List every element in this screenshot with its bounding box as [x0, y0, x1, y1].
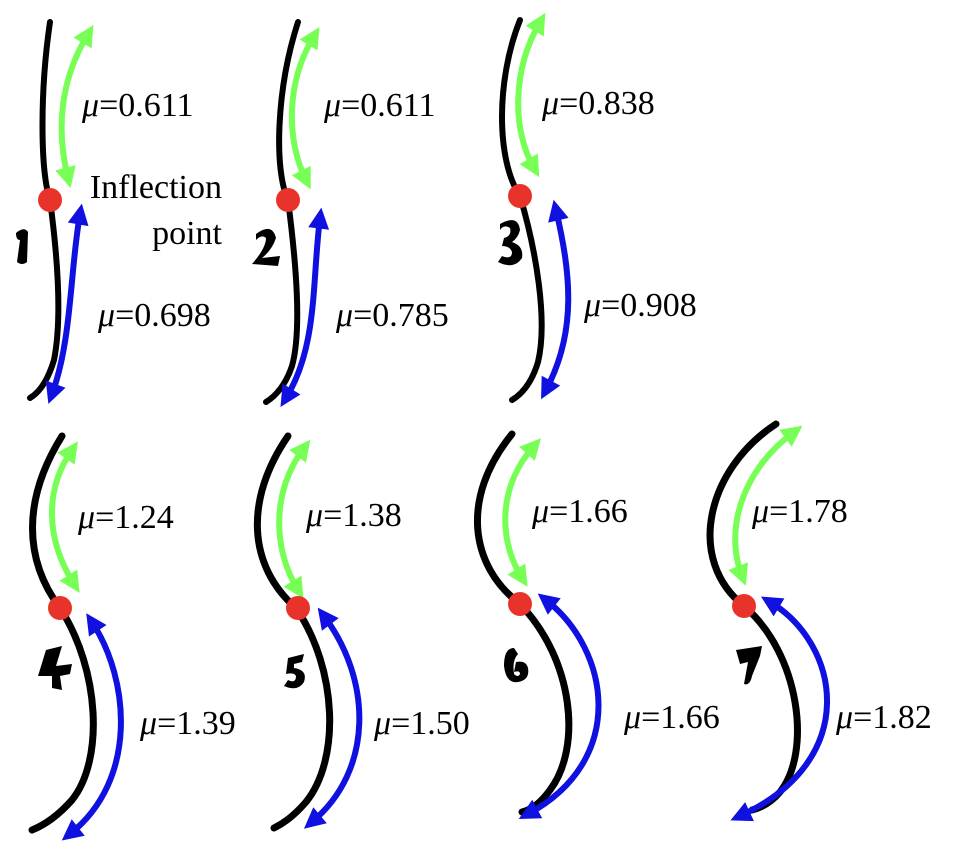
stroke-curve [706, 420, 801, 814]
upper-green-arrow [55, 25, 94, 189]
lower-blue-arrow [61, 613, 124, 841]
panel-number-glyph [504, 648, 529, 683]
panel-number-glyph [284, 654, 305, 689]
stroke-curve [499, 17, 545, 403]
upper-mu-label: μ=0.611 [81, 87, 194, 124]
upper-green-arrow [515, 12, 546, 178]
lower-blue-arrow [45, 203, 89, 404]
upper-green-arrow [502, 438, 542, 587]
panel-2: μ=0.611 μ=0.785 [252, 19, 449, 407]
upper-mu-label: μ=1.66 [531, 493, 628, 530]
panel-number-glyph [736, 646, 762, 685]
lower-mu-label: μ=1.50 [373, 705, 470, 742]
panel-7: μ=1.78 μ=1.82 [706, 420, 932, 822]
inflection-point-dot [508, 184, 532, 208]
lower-mu-label: μ=0.908 [583, 287, 697, 324]
stroke-curve [473, 430, 573, 816]
inflection-label-line2: point [152, 215, 222, 252]
upper-mu-label: μ=1.38 [305, 497, 402, 534]
panel-number-glyph [498, 220, 523, 266]
lower-blue-arrow [541, 199, 572, 400]
panel-6: μ=1.66 μ=1.66 [473, 430, 720, 819]
lower-blue-arrow [518, 593, 602, 819]
upper-mu-label: μ=1.78 [751, 493, 848, 530]
lower-blue-arrow [280, 207, 330, 407]
inflection-point-dot [286, 596, 310, 620]
panel-3: μ=0.838 μ=0.908 [498, 12, 697, 403]
upper-green-arrow [276, 439, 311, 599]
upper-mu-label: μ=1.24 [77, 499, 174, 536]
lower-mu-label: μ=1.82 [835, 699, 932, 736]
lower-mu-label: μ=0.785 [335, 297, 449, 334]
lower-mu-label: μ=0.698 [97, 297, 211, 334]
inflection-point-dot [508, 592, 532, 616]
upper-green-arrow [49, 441, 80, 593]
upper-mu-label: μ=0.838 [541, 85, 655, 122]
lower-blue-arrow [303, 607, 363, 829]
panel-number-glyph [16, 229, 28, 264]
upper-green-arrow [288, 27, 320, 190]
lower-mu-label: μ=1.66 [623, 699, 720, 736]
inflection-point-dot [38, 188, 62, 212]
upper-green-arrow [728, 425, 803, 586]
panel-1: μ=0.611 μ=0.698 Inflection point [16, 19, 223, 404]
lower-mu-label: μ=1.39 [139, 705, 236, 742]
upper-mu-label: μ=0.611 [323, 87, 436, 124]
stroke-curve [253, 432, 334, 832]
inflection-point-dot [48, 596, 72, 620]
panel-number-glyph [252, 228, 280, 266]
inflection-label-line1: Inflection [90, 169, 222, 206]
lower-blue-arrow [730, 596, 830, 822]
inflection-point-dot [276, 188, 300, 212]
panel-5: μ=1.38 μ=1.50 [253, 432, 470, 832]
stroke-curve [28, 432, 97, 834]
panel-4: μ=1.24 μ=1.39 [28, 432, 236, 841]
panel-number-glyph [38, 646, 72, 690]
inflection-point-dot [732, 594, 756, 618]
